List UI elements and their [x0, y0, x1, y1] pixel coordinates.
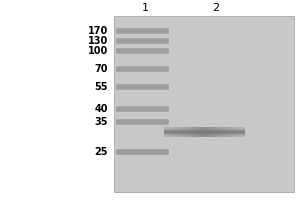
FancyBboxPatch shape: [192, 127, 194, 137]
FancyBboxPatch shape: [116, 149, 169, 155]
FancyBboxPatch shape: [116, 106, 169, 112]
Text: 25: 25: [94, 147, 108, 157]
FancyBboxPatch shape: [174, 127, 176, 137]
FancyBboxPatch shape: [186, 127, 188, 137]
Text: 2: 2: [212, 3, 220, 13]
FancyBboxPatch shape: [184, 127, 186, 137]
FancyBboxPatch shape: [200, 127, 202, 137]
FancyBboxPatch shape: [164, 127, 166, 137]
FancyBboxPatch shape: [226, 127, 228, 137]
FancyBboxPatch shape: [230, 127, 232, 137]
Text: 70: 70: [94, 64, 108, 74]
FancyBboxPatch shape: [222, 127, 224, 137]
Text: 170: 170: [88, 26, 108, 36]
Text: 35: 35: [94, 117, 108, 127]
FancyBboxPatch shape: [182, 127, 184, 137]
FancyBboxPatch shape: [116, 84, 169, 90]
FancyBboxPatch shape: [224, 127, 226, 137]
FancyBboxPatch shape: [241, 127, 242, 137]
Text: 100: 100: [88, 46, 108, 56]
FancyBboxPatch shape: [166, 127, 168, 137]
FancyBboxPatch shape: [194, 127, 196, 137]
FancyBboxPatch shape: [190, 127, 192, 137]
FancyBboxPatch shape: [114, 16, 294, 192]
FancyBboxPatch shape: [116, 28, 169, 34]
FancyBboxPatch shape: [216, 127, 218, 137]
FancyBboxPatch shape: [236, 127, 238, 137]
FancyBboxPatch shape: [238, 127, 241, 137]
FancyBboxPatch shape: [220, 127, 222, 137]
FancyBboxPatch shape: [169, 127, 172, 137]
FancyBboxPatch shape: [234, 127, 236, 137]
FancyBboxPatch shape: [210, 127, 212, 137]
FancyBboxPatch shape: [212, 127, 214, 137]
FancyBboxPatch shape: [188, 127, 190, 137]
Text: 130: 130: [88, 36, 108, 46]
FancyBboxPatch shape: [202, 127, 204, 137]
FancyBboxPatch shape: [116, 48, 169, 54]
FancyBboxPatch shape: [214, 127, 216, 137]
FancyBboxPatch shape: [218, 127, 220, 137]
FancyBboxPatch shape: [232, 127, 234, 137]
FancyBboxPatch shape: [228, 127, 230, 137]
Text: 40: 40: [94, 104, 108, 114]
FancyBboxPatch shape: [204, 127, 206, 137]
FancyBboxPatch shape: [242, 127, 244, 137]
FancyBboxPatch shape: [178, 127, 180, 137]
FancyBboxPatch shape: [176, 127, 178, 137]
FancyBboxPatch shape: [208, 127, 210, 137]
Text: 55: 55: [94, 82, 108, 92]
Text: 1: 1: [142, 3, 149, 13]
FancyBboxPatch shape: [116, 119, 169, 125]
FancyBboxPatch shape: [116, 66, 169, 72]
FancyBboxPatch shape: [180, 127, 182, 137]
FancyBboxPatch shape: [206, 127, 208, 137]
FancyBboxPatch shape: [168, 127, 169, 137]
FancyBboxPatch shape: [116, 38, 169, 44]
FancyBboxPatch shape: [196, 127, 198, 137]
FancyBboxPatch shape: [172, 127, 174, 137]
FancyBboxPatch shape: [198, 127, 200, 137]
